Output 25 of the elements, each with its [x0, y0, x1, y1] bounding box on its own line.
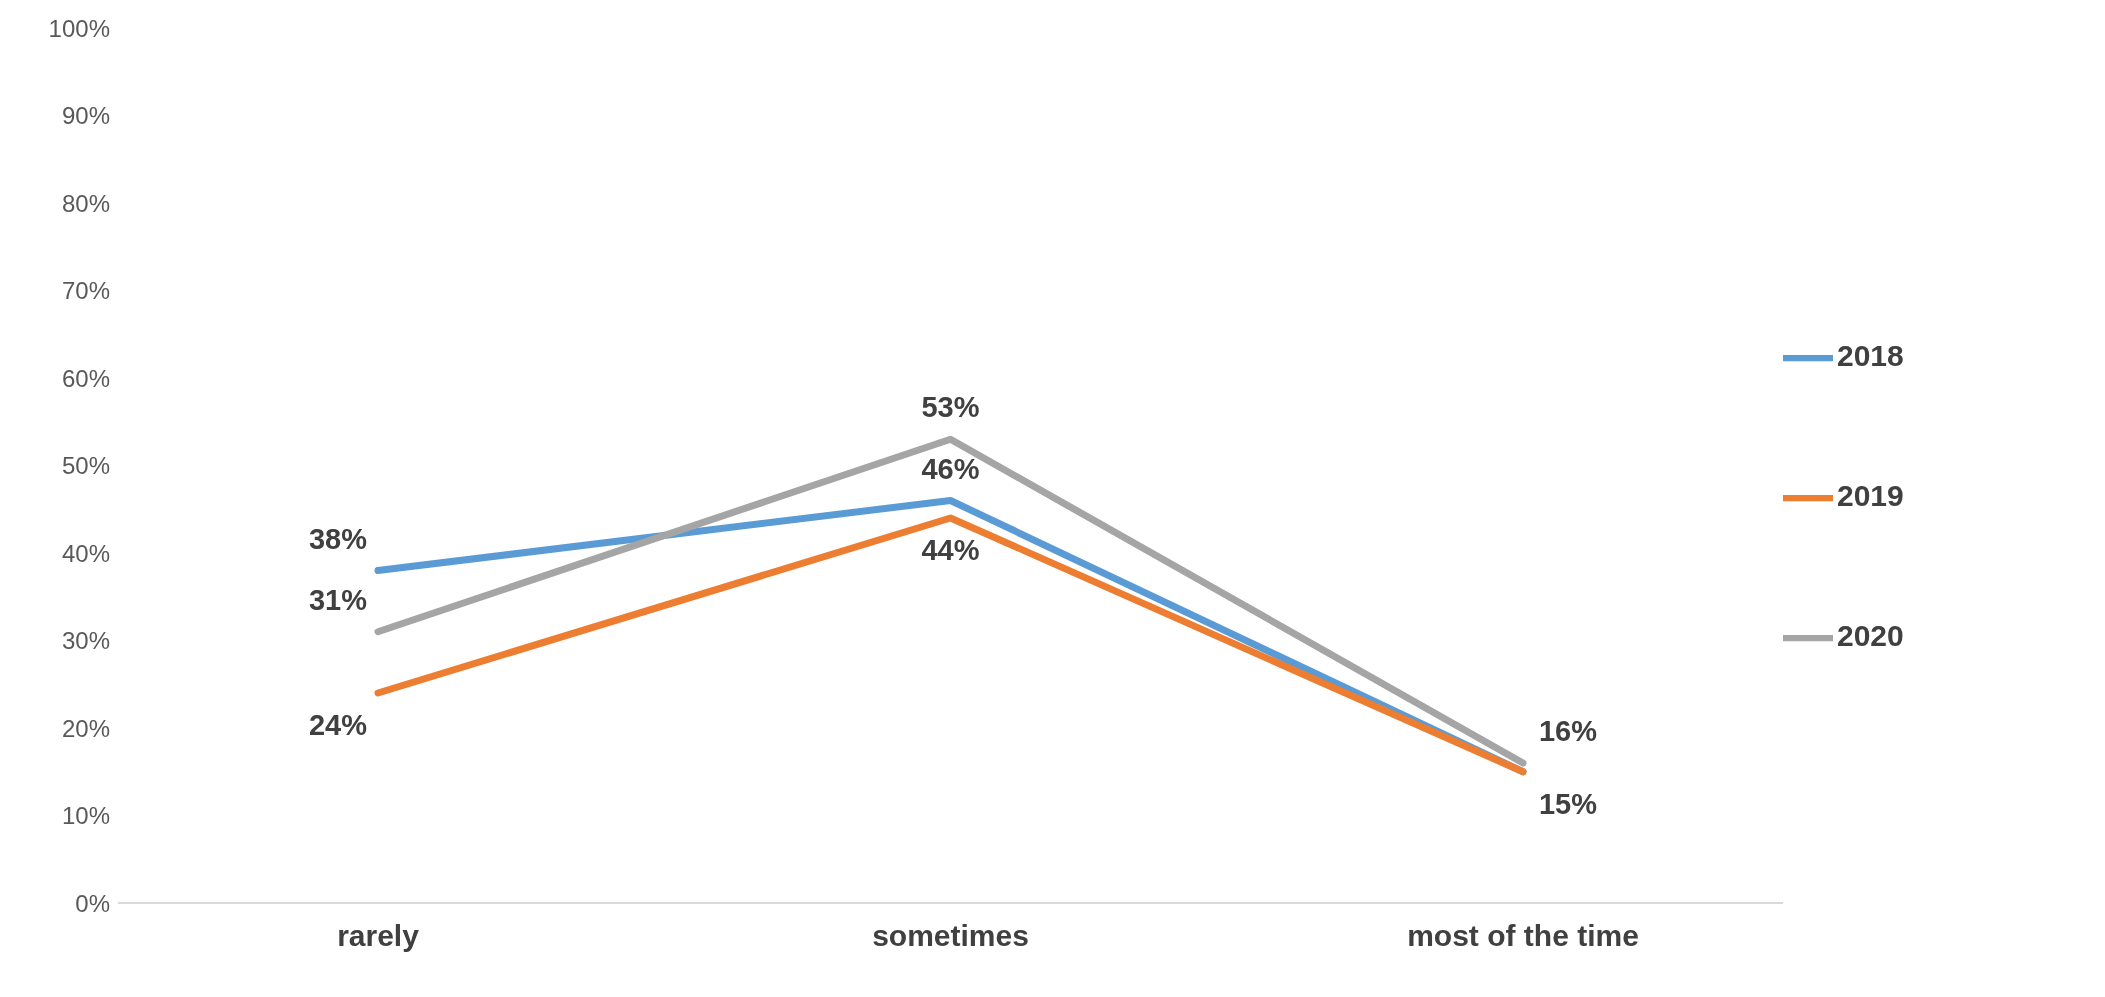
x-tick-label: rarely — [337, 919, 420, 953]
x-tick-label: most of the time — [1407, 919, 1639, 953]
y-tick-label: 50% — [61, 452, 110, 480]
y-tick-label: 100% — [48, 14, 110, 42]
data-label: 53% — [921, 391, 980, 424]
y-tick-label: 70% — [61, 277, 110, 305]
legend-label: 2019 — [1837, 478, 1904, 512]
data-label: 16% — [1538, 715, 1598, 747]
data-label: 38% — [308, 522, 368, 555]
y-tick-label: 10% — [61, 802, 110, 830]
data-label: 31% — [308, 583, 368, 616]
y-tick-label: 90% — [61, 102, 110, 130]
data-label: 24% — [308, 709, 368, 741]
x-tick-label: sometimes — [872, 919, 1029, 953]
data-label: 46% — [921, 452, 980, 485]
y-tick-label: 0% — [75, 889, 110, 917]
data-label: 44% — [921, 534, 980, 566]
legend-label: 2020 — [1837, 618, 1904, 652]
y-tick-label: 20% — [61, 714, 110, 742]
data-label: 15% — [1538, 787, 1598, 820]
y-tick-label: 30% — [61, 627, 110, 655]
y-tick-label: 60% — [61, 364, 110, 392]
y-tick-label: 40% — [61, 539, 110, 567]
legend-label: 2018 — [1837, 338, 1904, 372]
y-tick-label: 80% — [61, 189, 110, 217]
